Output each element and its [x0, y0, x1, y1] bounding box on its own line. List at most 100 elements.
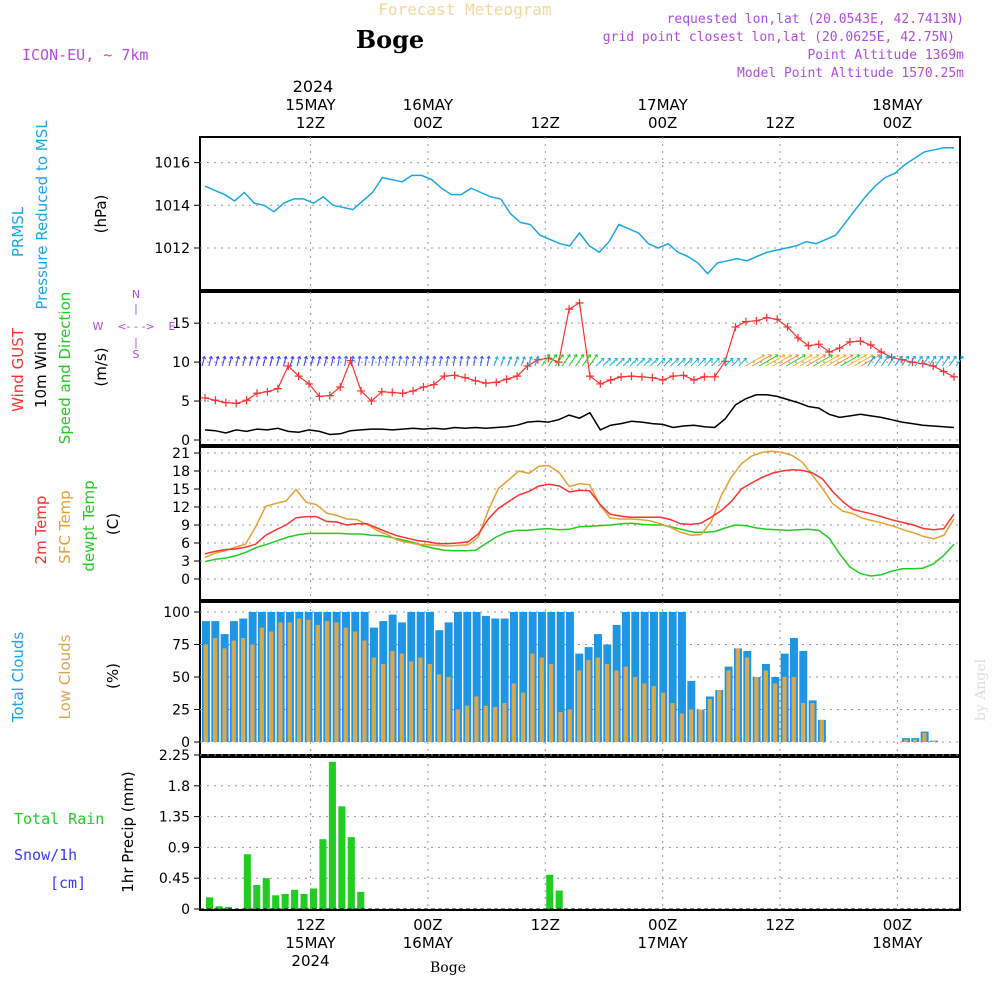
wind-arrow-head [331, 355, 336, 360]
point-altitude: Point Altitude 1369m [807, 48, 964, 63]
gust-marker [866, 340, 875, 349]
wind-arrow [520, 356, 526, 367]
low-cloud-bar [325, 621, 330, 742]
wind-arrow-head [682, 357, 686, 362]
wind-arrow [765, 354, 786, 367]
ytick-label: 1016 [154, 156, 190, 172]
rain-bar [546, 874, 554, 909]
wind-arrow [310, 356, 314, 367]
total-cloud-bar [454, 612, 462, 742]
low-cloud-bar [511, 683, 516, 742]
gust-marker [305, 379, 314, 388]
wind-arrow [500, 356, 505, 367]
ytick-label: 0 [181, 902, 190, 918]
low-cloud-bar [455, 709, 460, 742]
wind-label-10m: 10m Wind [32, 332, 50, 408]
location-title: Boge [356, 25, 424, 54]
low-cloud-bar [446, 677, 451, 742]
wind-arrow [425, 356, 429, 367]
gust-marker [752, 316, 761, 325]
wind-arrow [588, 354, 598, 367]
ytick-label: 6 [181, 536, 190, 552]
gust-marker [450, 371, 459, 380]
gust-marker [429, 380, 438, 389]
wind-arrow [350, 356, 354, 367]
wind-arrow [847, 354, 867, 367]
wind-arrow-head [222, 355, 227, 360]
compass-bar-bottom: | [134, 336, 138, 349]
bottom-hour-label: 12Z [531, 916, 560, 934]
wind-arrow-head [546, 354, 551, 358]
total-cloud-bar [472, 612, 481, 742]
wind-arrow [480, 356, 483, 367]
wind-arrow [745, 354, 765, 367]
total-cloud-bar [482, 615, 490, 742]
ytick-label: 1014 [154, 198, 190, 214]
wind-arrow-head [573, 354, 578, 358]
gust-marker [398, 389, 407, 398]
requested-coords: requested lon,lat (20.0543E, 42.7413N) [667, 12, 964, 27]
pressure-label-line1: PRMSL [9, 206, 27, 257]
wind-arrow [446, 356, 449, 367]
wind-arrow-head [337, 355, 342, 360]
wind-arrow [316, 356, 321, 367]
gust-marker [877, 347, 886, 356]
wind-arrow-head [802, 354, 806, 358]
total-cloud-bar [519, 612, 528, 742]
wind-arrow-head [815, 354, 820, 358]
wind-arrow-head [849, 354, 854, 358]
gust-marker [513, 372, 522, 381]
wind-arrow-head [668, 357, 673, 362]
gust-marker [627, 372, 636, 381]
low-cloud-bar [679, 713, 684, 742]
wind-arrow [554, 354, 564, 367]
wind-arrow-head [607, 357, 612, 362]
wind-arrow-head [716, 357, 720, 362]
wind-arrow [792, 354, 813, 367]
temp-label-dewpt: dewpt Temp [80, 480, 98, 571]
wind-arrow [942, 355, 950, 367]
low-cloud-bar [297, 618, 302, 742]
wind-arrow [656, 357, 666, 367]
wind-arrow-head [364, 355, 369, 360]
low-cloud-bar [493, 706, 498, 742]
wind-arrow-head [836, 354, 840, 358]
wind-arrow [276, 356, 280, 367]
wind-arrow-head [391, 355, 396, 360]
wind-arrow-head [371, 355, 376, 360]
gridpoint-coords: grid point closest lon,lat (20.0625E, 42… [603, 30, 955, 45]
bottom-date-label: 16MAY [403, 934, 454, 952]
low-cloud-bar [735, 648, 740, 742]
low-cloud-bar [549, 664, 554, 742]
wind-arrow [826, 354, 847, 367]
compass-w: W [93, 320, 104, 333]
wind-arrow [785, 354, 806, 367]
low-cloud-bar [259, 627, 264, 742]
low-cloud-bar [791, 677, 796, 742]
wind-arrow-head [535, 356, 540, 360]
precip-label-cm: [cm] [50, 874, 86, 892]
cloud-label-total: Total Clouds [9, 632, 27, 724]
gust-marker [201, 393, 209, 402]
wind-arrow [432, 356, 436, 367]
wind-arrow-head [729, 357, 734, 362]
ytick-label: 9 [181, 518, 190, 534]
wind-arrow [357, 356, 361, 367]
wind-arrow [779, 354, 799, 367]
wind-arrow [527, 356, 532, 367]
low-cloud-bar [614, 670, 619, 742]
wind-arrow-head [648, 357, 652, 362]
low-cloud-bar [623, 666, 628, 742]
rain-bar [206, 897, 214, 909]
gust-marker [440, 372, 449, 381]
wind-arrow [215, 356, 219, 367]
low-cloud-bar [922, 732, 927, 742]
gust-marker [825, 347, 834, 356]
wind-arrow-head [384, 355, 389, 360]
wind-arrow-head [486, 355, 491, 360]
gust-marker [471, 376, 480, 385]
panel-frame [199, 446, 961, 601]
wind-arrow-head [350, 355, 355, 360]
low-cloud-bar [269, 631, 274, 742]
